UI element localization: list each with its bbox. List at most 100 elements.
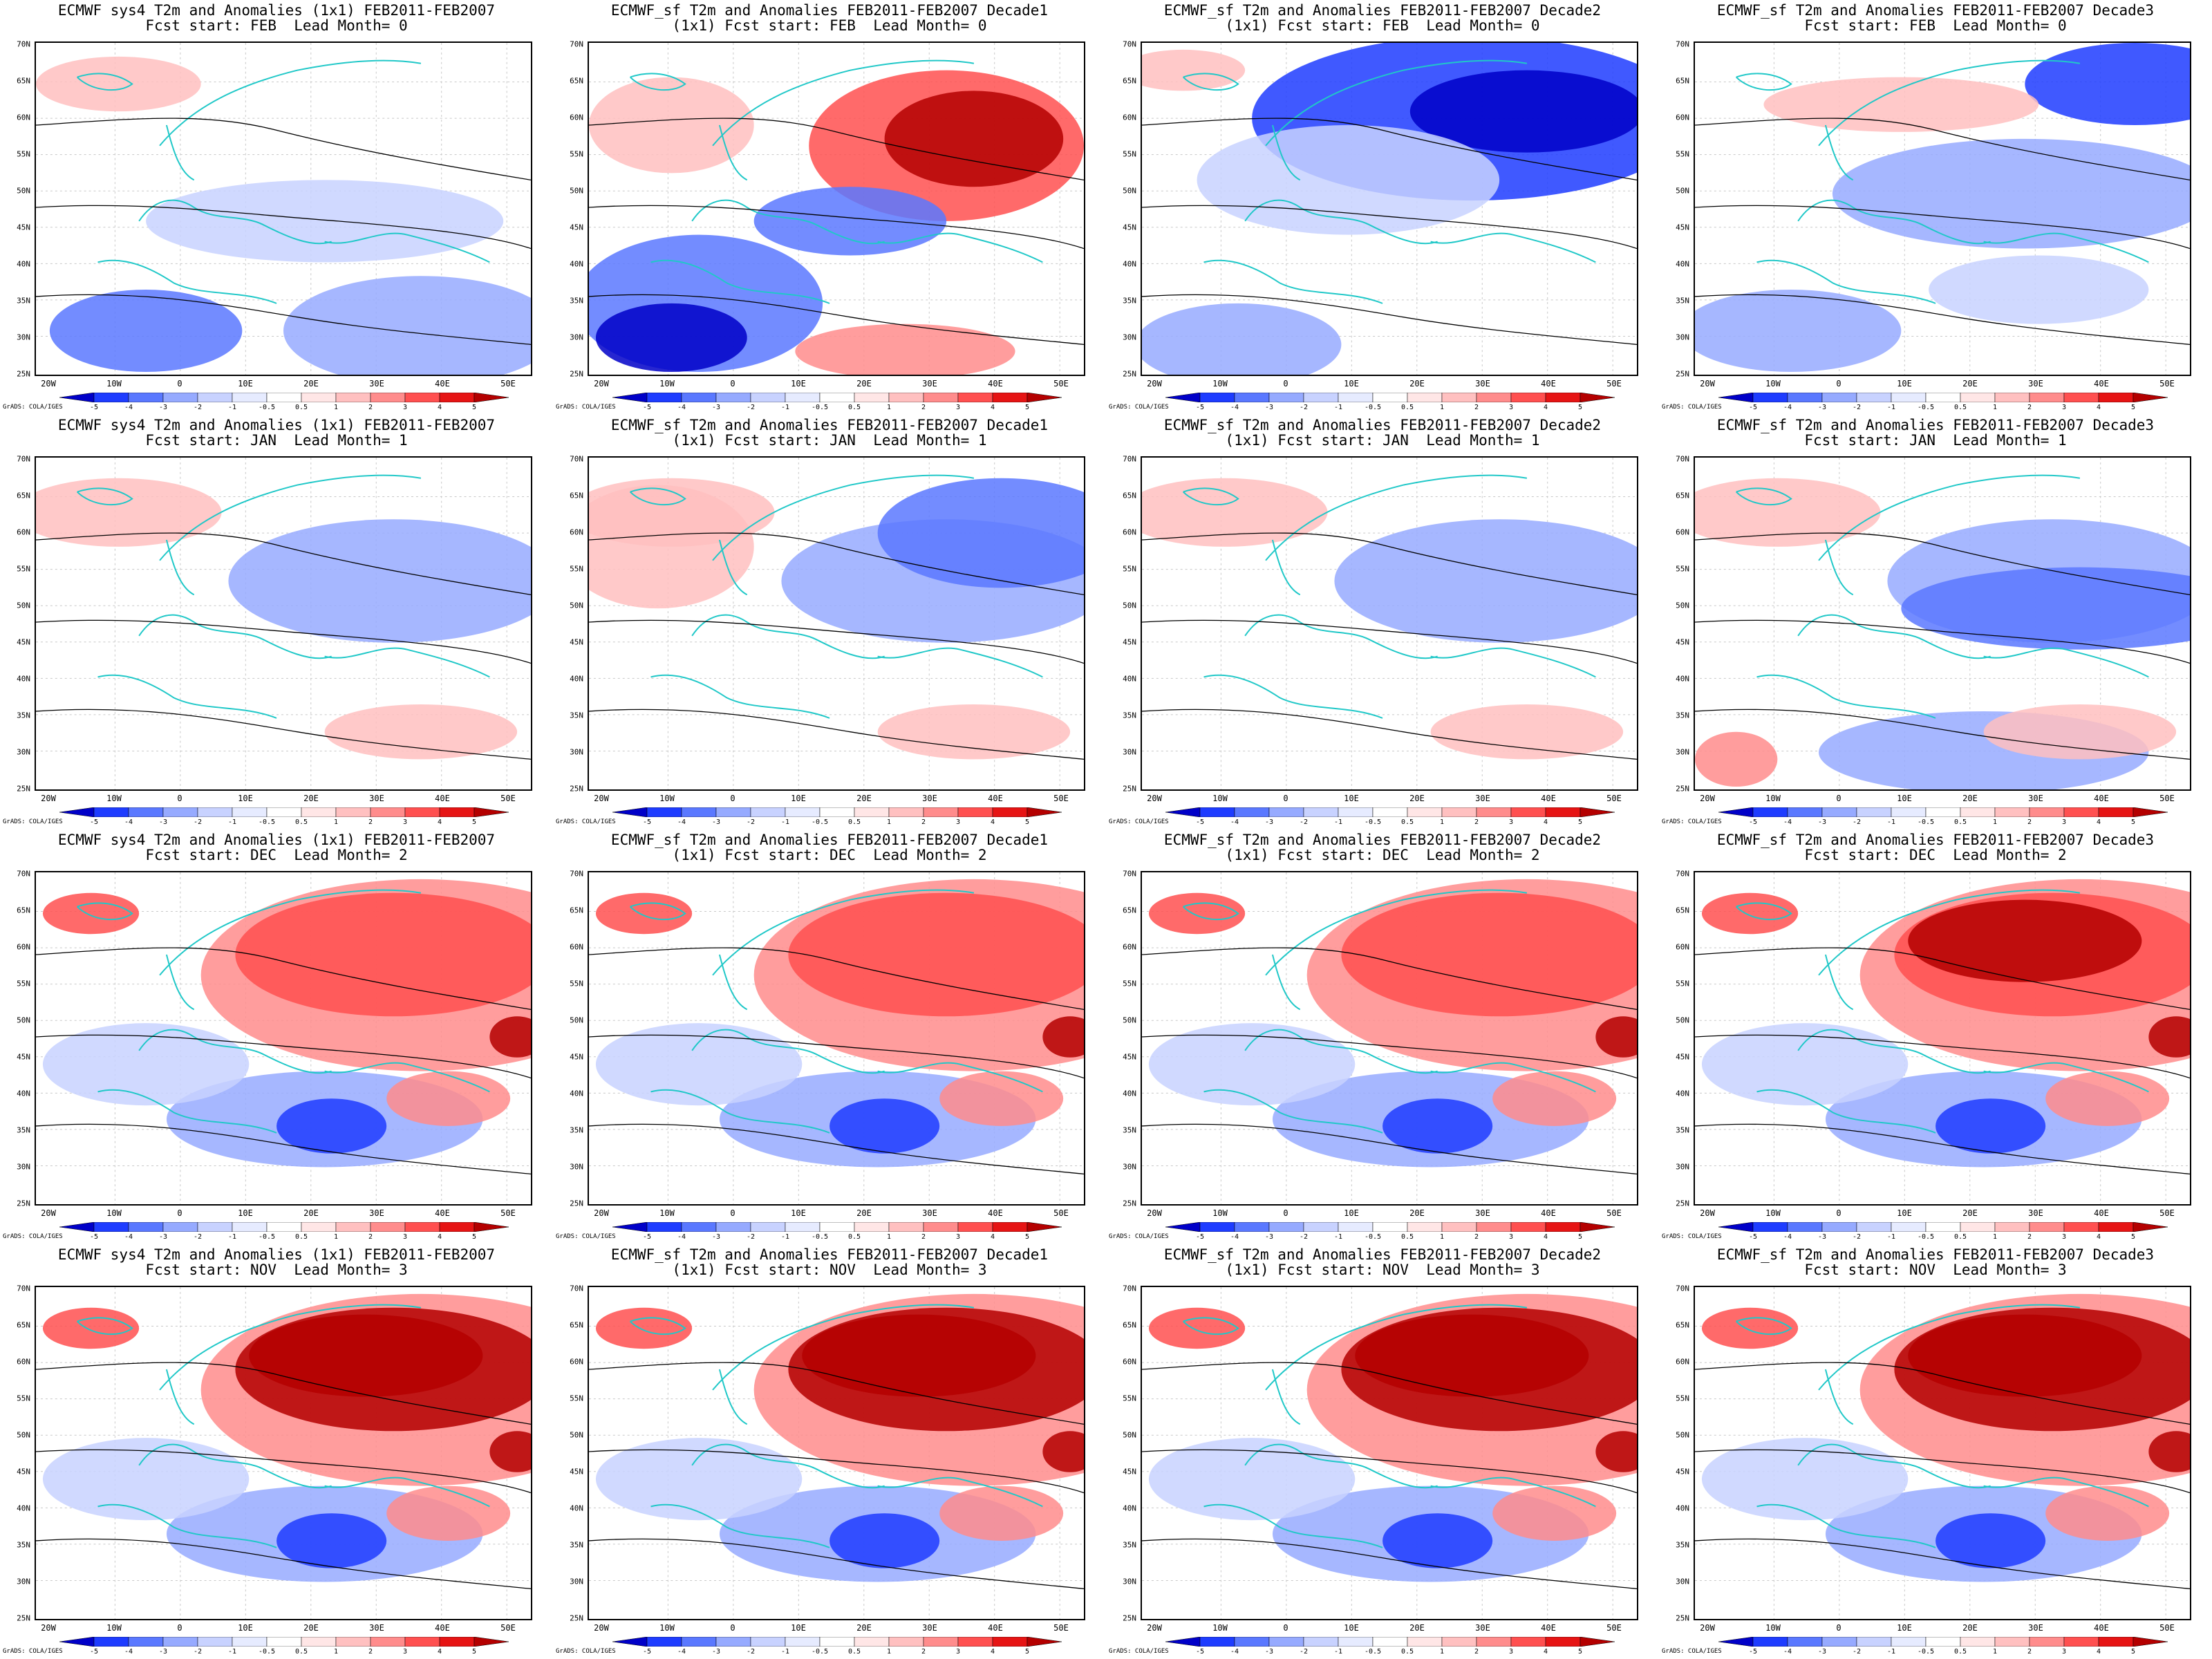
y-tick-label: 35N xyxy=(570,1541,583,1550)
x-tick-label: 50E xyxy=(1053,1623,1069,1633)
grads-credit: GrADS: COLA/IGES xyxy=(1662,404,1722,411)
colorbar-tick-label: 3 xyxy=(956,1233,960,1241)
y-tick-label: 50N xyxy=(1676,1016,1689,1025)
y-tick-label: 50N xyxy=(17,187,30,196)
x-tick-label: 20W xyxy=(1700,794,1715,803)
colorbar-tick-label: -3 xyxy=(1818,1648,1826,1656)
colorbar-swatch xyxy=(440,393,474,402)
colorbar-swatch xyxy=(1511,807,1546,817)
y-tick-label: 35N xyxy=(570,1126,583,1135)
colorbar-swatch xyxy=(129,393,163,402)
y-tick-label: 30N xyxy=(570,748,583,757)
x-tick-label: 20W xyxy=(1700,1623,1715,1633)
y-tick-label: 60N xyxy=(570,943,583,952)
colorbar-tick-label: -4 xyxy=(1783,1648,1792,1656)
x-tick-label: 20E xyxy=(856,794,872,803)
colorbar-swatch xyxy=(958,807,993,817)
colorbar-swatch xyxy=(1926,1222,1960,1232)
colorbar-swatch xyxy=(2099,807,2133,817)
colorbar-tick-label: 0.5 xyxy=(1954,404,1967,411)
coastline xyxy=(878,648,1043,677)
x-tick-label: 20E xyxy=(303,379,319,388)
colorbar-swatch xyxy=(924,807,958,817)
y-tick-label: 45N xyxy=(17,638,30,647)
colorbar-swatch xyxy=(267,1637,301,1647)
colorbar-tick-label: -1 xyxy=(228,1648,236,1656)
x-tick-label: 30E xyxy=(922,1208,937,1218)
colorbar xyxy=(612,1637,1062,1647)
colorbar-tick-label: 5 xyxy=(1578,1648,1582,1656)
y-tick-label: 55N xyxy=(570,980,583,988)
colorbar-tick-label: -1 xyxy=(781,404,789,411)
colorbar-swatch xyxy=(854,1637,889,1647)
colorbar-tick-label: 0.5 xyxy=(848,818,861,826)
longitude-axis: 20W 10W 0 10E 20E 30E 40E 50E xyxy=(35,1623,532,1634)
colorbar-swatch xyxy=(198,393,232,402)
y-tick-label: 30N xyxy=(17,1163,30,1172)
x-tick-label: 0 xyxy=(1836,1623,1841,1633)
colorbar-swatch xyxy=(232,807,267,817)
y-tick-label: 65N xyxy=(17,77,30,86)
colorbar-swatch xyxy=(958,393,993,402)
colorbar-tick-label: 2 xyxy=(368,1233,373,1241)
colorbar-swatch xyxy=(2030,1222,2064,1232)
colorbar-swatch xyxy=(232,1222,267,1232)
colorbar-swatch xyxy=(198,807,232,817)
grads-credit: GrADS: COLA/IGES xyxy=(3,818,63,825)
colorbar-tick-label: 4 xyxy=(991,1648,995,1656)
y-tick-label: 60N xyxy=(570,1358,583,1367)
latitude-axis: 70N 65N 60N 55N 50N 45N 40N 35N 30N 25N xyxy=(4,456,33,791)
y-tick-label: 30N xyxy=(1123,1577,1136,1586)
colorbar-swatch xyxy=(1442,807,1477,817)
colorbar-swatch xyxy=(924,393,958,402)
colorbar-tick-label: 5 xyxy=(1578,1233,1582,1241)
colorbar-swatch xyxy=(889,1222,924,1232)
colorbar-tick-label: 1 xyxy=(1993,1648,1997,1656)
colorbar-swatch xyxy=(1407,1637,1442,1647)
y-tick-label: 30N xyxy=(1123,333,1136,342)
y-tick-label: 60N xyxy=(1676,528,1689,537)
colorbar-tick-label: -4 xyxy=(1230,404,1239,411)
panel-subtitle: Fcst start: DEC Lead Month= 2 xyxy=(0,847,553,863)
x-tick-label: 20W xyxy=(41,794,56,803)
colorbar-tick-label: 2 xyxy=(368,818,373,826)
colorbar-swatch xyxy=(612,393,647,402)
grads-credit: GrADS: COLA/IGES xyxy=(556,818,616,825)
latitude-axis: 70N 65N 60N 55N 50N 45N 40N 35N 30N 25N xyxy=(1663,456,1692,791)
colorbar-swatch xyxy=(1407,807,1442,817)
longitude-axis: 20W 10W 0 10E 20E 30E 40E 50E xyxy=(1141,1208,1638,1219)
colorbar-swatch xyxy=(889,807,924,817)
colorbar-tick-label: -3 xyxy=(1265,1233,1273,1241)
colorbar-tick-label: -0.5 xyxy=(1365,1648,1381,1656)
colorbar-swatch xyxy=(682,1222,716,1232)
longitude-axis: 20W 10W 0 10E 20E 30E 40E 50E xyxy=(588,379,1085,390)
y-tick-label: 50N xyxy=(1123,187,1136,196)
colorbar-tick-label: 0.5 xyxy=(1401,1648,1414,1656)
y-tick-label: 65N xyxy=(1676,906,1689,915)
colorbar-swatch xyxy=(1442,1637,1477,1647)
grads-credit: GrADS: COLA/IGES xyxy=(556,404,616,411)
colorbar-swatch xyxy=(1235,1637,1269,1647)
colorbar-swatch xyxy=(1857,1637,1891,1647)
x-tick-label: 0 xyxy=(730,379,735,388)
x-tick-label: 10E xyxy=(1897,379,1912,388)
anomaly-map xyxy=(35,41,532,376)
y-tick-label: 55N xyxy=(1123,980,1136,988)
x-tick-label: 0 xyxy=(1283,1623,1288,1633)
colorbar-labels: -5 -4 -3 -2 -1 -0.5 0.5 1 2 3 4 5 xyxy=(612,1233,1062,1241)
y-tick-label: 45N xyxy=(1676,223,1689,232)
colorbar-swatch xyxy=(371,393,405,402)
colorbar-swatch xyxy=(1995,1222,2030,1232)
colorbar-swatch xyxy=(267,807,301,817)
y-tick-label: 70N xyxy=(1123,40,1136,49)
colorbar-tick-label: -4 xyxy=(124,818,133,826)
y-tick-label: 45N xyxy=(1123,223,1136,232)
x-tick-label: 20W xyxy=(594,794,609,803)
colorbar-swatch xyxy=(1960,1637,1995,1647)
x-tick-label: 30E xyxy=(922,379,937,388)
grads-credit: GrADS: COLA/IGES xyxy=(3,1233,63,1240)
colorbar-swatch xyxy=(371,807,405,817)
anomaly-field xyxy=(596,1308,692,1349)
y-tick-label: 60N xyxy=(1676,943,1689,952)
x-tick-label: 10W xyxy=(1765,794,1781,803)
